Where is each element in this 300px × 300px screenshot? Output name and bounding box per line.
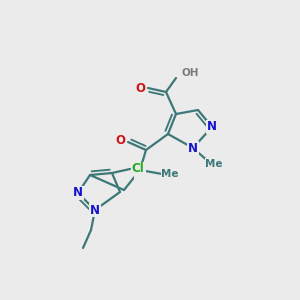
- Text: N: N: [188, 142, 198, 154]
- Text: Me: Me: [205, 159, 223, 169]
- Text: Me: Me: [161, 169, 179, 179]
- Text: N: N: [207, 121, 217, 134]
- Text: Cl: Cl: [132, 163, 144, 176]
- Text: N: N: [135, 166, 145, 178]
- Text: O: O: [135, 82, 145, 94]
- Text: OH: OH: [181, 68, 199, 78]
- Text: N: N: [73, 187, 83, 200]
- Text: O: O: [115, 134, 125, 146]
- Text: N: N: [90, 203, 100, 217]
